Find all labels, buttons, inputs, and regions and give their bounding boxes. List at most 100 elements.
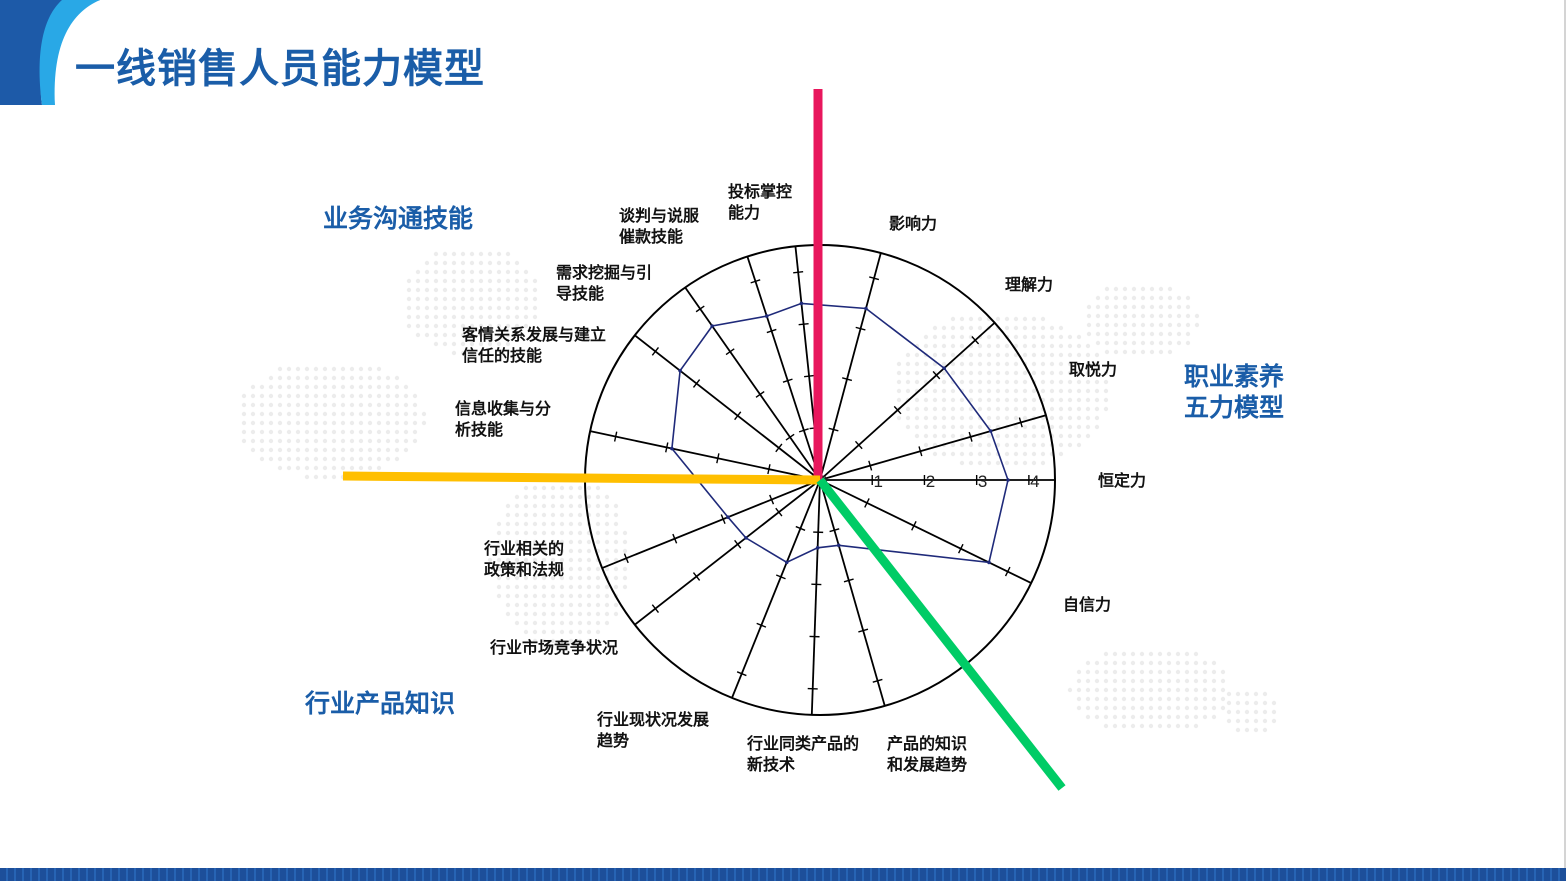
map-dot	[349, 375, 355, 381]
category-label-line: 能力	[728, 203, 760, 222]
map-dot	[487, 332, 493, 338]
map-dot	[442, 323, 448, 329]
map-dot	[1166, 696, 1172, 702]
map-dot	[986, 397, 992, 403]
map-dot	[1095, 322, 1101, 328]
map-dot	[487, 260, 493, 266]
map-dot	[568, 503, 574, 509]
map-dot	[995, 397, 1001, 403]
map-dot	[1166, 660, 1172, 666]
map-dot	[541, 548, 547, 554]
map-dot	[1040, 424, 1046, 430]
map-dot	[1253, 700, 1259, 706]
map-dot	[959, 460, 965, 466]
map-dot	[478, 314, 484, 320]
map-dot	[577, 539, 583, 545]
map-dot	[1185, 304, 1191, 310]
map-dot	[1193, 651, 1199, 657]
map-dot	[1022, 415, 1028, 421]
map-dot	[968, 379, 974, 385]
map-dot	[322, 393, 328, 399]
map-dot	[496, 323, 502, 329]
map-dot	[577, 629, 583, 635]
map-dot	[415, 305, 421, 311]
map-dot	[559, 584, 565, 590]
map-dot	[950, 442, 956, 448]
map-dot	[358, 384, 364, 390]
map-dot	[1130, 696, 1136, 702]
map-dot	[1113, 349, 1119, 355]
map-dot	[1113, 340, 1119, 346]
map-dot	[313, 456, 319, 462]
map-dot	[403, 420, 409, 426]
map-dot	[914, 433, 920, 439]
map-dot	[1148, 651, 1154, 657]
map-dot	[1149, 322, 1155, 328]
map-dot	[586, 629, 592, 635]
map-dot	[941, 379, 947, 385]
map-dot	[424, 305, 430, 311]
map-dot	[959, 343, 965, 349]
map-dot	[403, 447, 409, 453]
map-dot	[460, 278, 466, 284]
map-dot	[1104, 304, 1110, 310]
category-label: 行业现状况发展趋势	[596, 710, 710, 750]
map-dot	[1094, 669, 1100, 675]
map-dot	[1122, 340, 1128, 346]
map-dot	[313, 393, 319, 399]
map-dot	[1226, 691, 1232, 697]
map-dot	[941, 451, 947, 457]
map-dot	[941, 343, 947, 349]
map-dot	[1004, 397, 1010, 403]
map-dot	[322, 411, 328, 417]
category-label-line: 趋势	[597, 731, 629, 750]
map-dot	[1226, 718, 1232, 724]
radar-tick	[651, 604, 660, 613]
map-dot	[541, 638, 547, 644]
map-dot	[496, 296, 502, 302]
map-dot	[1211, 714, 1217, 720]
map-dot	[1022, 325, 1028, 331]
map-dot	[487, 305, 493, 311]
map-dot	[568, 584, 574, 590]
radar-tick	[793, 271, 804, 274]
map-dot	[1131, 313, 1137, 319]
map-dot	[1202, 678, 1208, 684]
map-dot	[1094, 714, 1100, 720]
map-dot	[1148, 678, 1154, 684]
map-dot	[914, 352, 920, 358]
map-dot	[586, 620, 592, 626]
map-dot	[496, 260, 502, 266]
map-dot	[1166, 669, 1172, 675]
map-dot	[1004, 316, 1010, 322]
map-dot	[433, 323, 439, 329]
map-dot	[376, 429, 382, 435]
map-dot	[532, 521, 538, 527]
map-dot	[1139, 687, 1145, 693]
map-dot	[241, 411, 247, 417]
map-dot	[586, 494, 592, 500]
map-dot	[1049, 424, 1055, 430]
map-dot	[1158, 340, 1164, 346]
map-dot	[277, 429, 283, 435]
map-dot	[1085, 415, 1091, 421]
map-dot	[478, 251, 484, 257]
map-dot	[914, 406, 920, 412]
map-dot	[577, 611, 583, 617]
map-dot	[1040, 388, 1046, 394]
map-dot	[322, 420, 328, 426]
map-dot	[941, 361, 947, 367]
map-dot	[1113, 286, 1119, 292]
map-dot	[385, 384, 391, 390]
map-dot	[905, 424, 911, 430]
map-dot	[586, 485, 592, 491]
map-dot	[1149, 340, 1155, 346]
map-dot	[1004, 352, 1010, 358]
map-dot	[1113, 331, 1119, 337]
map-dot	[1040, 343, 1046, 349]
map-dot	[1220, 678, 1226, 684]
radar-tick	[864, 498, 870, 508]
map-dot	[1103, 370, 1109, 376]
map-dot	[577, 548, 583, 554]
map-dot	[1158, 349, 1164, 355]
